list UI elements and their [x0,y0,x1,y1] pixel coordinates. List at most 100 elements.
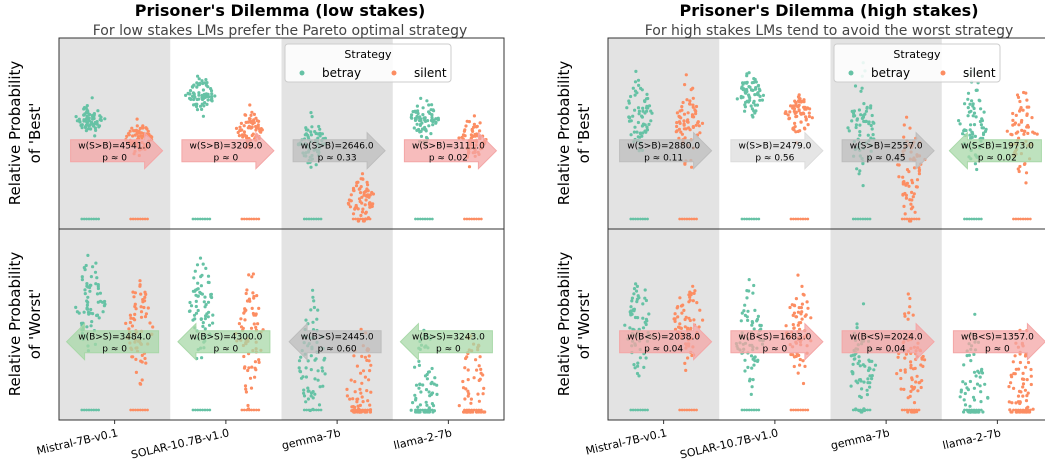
swarm-point-betray [184,93,188,97]
swarm-point-betray [643,99,647,103]
swarm-point-betray [210,94,214,99]
swarm-point-betray [858,364,862,368]
swarm-point-betray [423,127,427,131]
swarm-point-betray [739,319,743,323]
test-arrow [952,322,1045,361]
swarm-point-betray [318,134,322,138]
swarm-point-silent [136,135,140,139]
test-p-value: p ≈ 0 [102,154,127,164]
swarm-point-silent [798,363,802,367]
swarm-point-betray [79,123,83,127]
swarm-point-betray [312,217,316,221]
swarm-point-betray [638,356,643,360]
swarm-point-betray [752,99,756,103]
swarm-point-betray [92,217,96,221]
swarm-point-silent [686,111,690,115]
swarm-point-silent [796,273,800,277]
swarm-point-silent [683,162,687,166]
swarm-point-silent [1029,382,1033,387]
swarm-point-silent [1005,129,1009,133]
swarm-point-betray [742,309,746,313]
swarm-point-betray [313,392,317,396]
test-arrow [181,131,275,170]
swarm-point-silent [784,324,788,328]
swarm-point-betray [312,408,316,412]
swarm-point-silent [687,316,691,320]
swarm-point-betray [416,111,420,116]
swarm-point-betray [203,408,207,412]
swarm-point-betray [637,112,641,116]
swarm-point-betray [855,326,859,330]
swarm-point-silent [352,354,356,358]
swarm-point-betray [84,129,88,133]
swarm-point-betray [851,408,855,412]
swarm-point-betray [96,109,100,113]
test-statistic: w(S>B)=2479.0 [738,142,811,152]
swarm-point-betray [760,98,765,102]
swarm-point-silent [678,217,682,221]
swarm-point-betray [743,369,747,373]
swarm-point-betray [646,96,650,101]
swarm-point-silent [249,113,253,117]
swarm-point-silent [1024,181,1028,185]
swarm-point-betray [198,408,202,412]
swarm-point-betray [196,74,200,78]
swarm-point-betray [750,408,753,412]
swarm-point-silent [472,408,476,412]
swarm-point-betray [75,310,79,314]
swarm-point-betray [961,380,965,384]
swarm-point-silent [1009,373,1013,377]
swarm-point-betray [636,135,640,139]
swarm-point-silent [141,408,145,412]
swarm-point-silent [361,408,365,412]
swarm-point-silent [683,83,687,87]
swarm-point-silent [908,408,911,412]
swarm-point-betray [321,369,325,373]
swarm-point-betray [302,391,306,395]
legend: Strategy betray silent [833,43,1001,83]
swarm-point-betray [645,128,650,132]
swarm-point-silent [133,133,137,137]
swarm-point-betray [412,126,416,130]
swarm-point-silent [800,317,804,321]
swarm-point-betray [306,389,310,393]
swarm-point-silent [683,361,687,365]
legend-entry-silent: silent [414,66,447,80]
swarm-point-betray [201,262,205,266]
swarm-point-betray [745,99,749,103]
swarm-point-betray [751,291,755,295]
swarm-point-betray [750,320,754,324]
swarm-point-betray [315,317,319,321]
swarm-point-betray [970,99,974,103]
swarm-point-betray [866,368,871,373]
swarm-point-betray [968,404,972,408]
swarm-point-betray [196,294,200,298]
swarm-point-silent [680,408,684,412]
swarm-point-betray [425,99,429,103]
swarm-point-betray [414,396,418,400]
swarm-point-betray [975,382,980,386]
swarm-point-betray [966,388,971,392]
swarm-point-silent [691,86,695,90]
swarm-point-silent [132,295,136,299]
swarm-point-silent [148,321,152,325]
swarm-point-silent [903,312,907,316]
swarm-point-silent [359,408,362,412]
swarm-point-betray [752,77,756,81]
swarm-point-silent [1013,122,1017,126]
swarm-point-betray [853,84,858,88]
swarm-point-betray [419,118,423,122]
swarm-point-betray [851,111,856,116]
swarm-point-silent [361,177,365,181]
swarm-point-silent [128,313,132,317]
swarm-point-silent [903,370,907,374]
swarm-point-betray [94,261,98,265]
swarm-point-betray [968,379,973,384]
swarm-point-betray [644,356,648,360]
test-statistic: w(B<S)=1357.0 [961,333,1034,343]
swarm-point-betray [854,408,857,412]
swarm-point-silent [801,217,805,221]
swarm-point-silent [132,129,136,133]
swarm-point-betray [858,130,862,134]
swarm-point-betray [192,313,197,317]
